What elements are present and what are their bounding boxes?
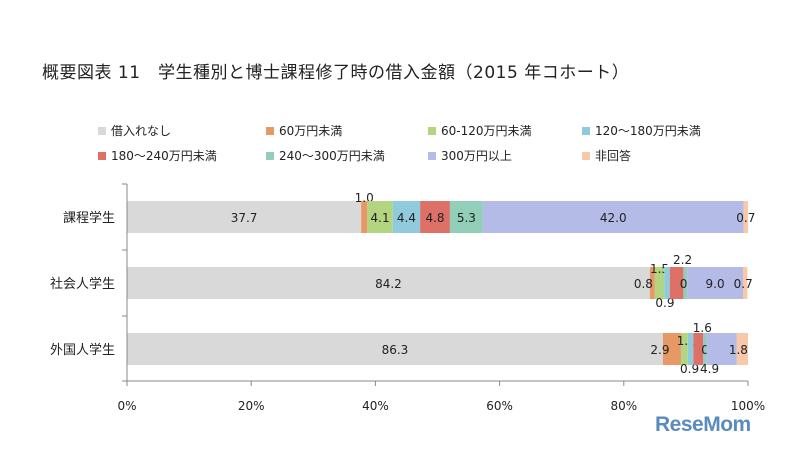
x-tick-label: 60% <box>486 399 513 413</box>
bar-segment <box>669 267 684 299</box>
legend-swatch <box>428 127 436 135</box>
category-label: 社会人学生 <box>50 276 115 292</box>
data-label: 4.9 <box>700 362 719 376</box>
bar-segment <box>662 333 681 365</box>
category-label: 外国人学生 <box>50 342 115 358</box>
data-label: 4.1 <box>371 211 390 225</box>
legend-swatch <box>428 152 436 160</box>
data-label: 5.3 <box>457 211 476 225</box>
legend-swatch <box>98 152 106 160</box>
bar-segment <box>127 333 663 365</box>
bar-segment <box>706 333 737 365</box>
data-label: 0.9 <box>680 362 699 376</box>
legend-swatch <box>582 152 590 160</box>
legend-label: 60万円未満 <box>279 124 342 138</box>
bar-segment <box>127 201 362 233</box>
legend-swatch <box>266 127 274 135</box>
data-label: 0.8 <box>634 277 653 291</box>
data-label: 86.3 <box>382 343 409 357</box>
legend-label: 120～180万円未満 <box>595 124 701 138</box>
bar-segment <box>743 267 748 299</box>
bar-segment <box>683 267 688 299</box>
data-label: 1.6 <box>693 321 712 335</box>
data-label: 1.8 <box>729 343 748 357</box>
bar-segment <box>687 267 744 299</box>
bar-segment <box>687 333 694 365</box>
legend-label: 借入れなし <box>111 124 171 138</box>
legend-swatch <box>98 127 106 135</box>
bar-segment <box>482 201 744 233</box>
legend-label: 60-120万円未満 <box>441 124 532 138</box>
x-tick-label: 20% <box>238 399 265 413</box>
bar-segment <box>449 201 483 233</box>
x-tick-label: 0% <box>117 399 136 413</box>
bar-segment <box>743 201 748 233</box>
data-label: 2.2 <box>673 253 692 267</box>
legend-swatch <box>266 152 274 160</box>
x-tick-label: 100% <box>731 399 765 413</box>
bar-segment <box>664 267 670 299</box>
bar-segment <box>367 201 393 233</box>
legend-label: 180～240万円未満 <box>111 149 217 163</box>
data-label: 37.7 <box>231 211 258 225</box>
category-label: 課程学生 <box>63 210 115 226</box>
bar-segment <box>693 333 704 365</box>
bar-segment <box>361 201 368 233</box>
bar-segment <box>420 201 450 233</box>
x-tick-label: 80% <box>610 399 637 413</box>
resemom-logo: ReseMom <box>655 413 751 436</box>
bar-segment <box>649 267 655 299</box>
bar-segment <box>680 333 688 365</box>
bar-segment <box>127 267 650 299</box>
legend-label: 240～300万円未満 <box>279 149 385 163</box>
data-label: 0.7 <box>734 277 753 291</box>
data-label: 0.7 <box>736 211 755 225</box>
chart-title: 概要図表 11 学生種別と博士課程修了時の借入金額（2015 年コホート） <box>42 63 630 83</box>
bar-segment <box>654 267 665 299</box>
bar-segment <box>703 333 707 365</box>
data-label: 42.0 <box>600 211 627 225</box>
bar-segment <box>392 201 421 233</box>
data-label: 2.9 <box>650 343 669 357</box>
legend-label: 300万円以上 <box>441 149 512 163</box>
data-label: 4.8 <box>425 211 444 225</box>
data-label: 84.2 <box>375 277 402 291</box>
x-tick-label: 40% <box>362 399 389 413</box>
data-label: 4.4 <box>397 211 416 225</box>
bar-segment <box>736 333 748 365</box>
legend-swatch <box>582 127 590 135</box>
legend-label: 非回答 <box>595 148 631 163</box>
data-label: 9.0 <box>706 277 725 291</box>
data-label: 0.9 <box>655 296 674 310</box>
